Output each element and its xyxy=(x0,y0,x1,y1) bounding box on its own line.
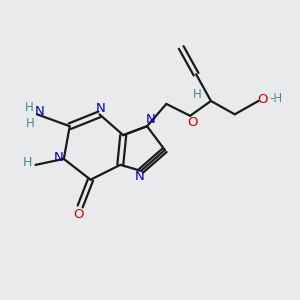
Text: H: H xyxy=(26,117,35,130)
Text: O: O xyxy=(187,116,198,129)
Text: N: N xyxy=(135,170,145,183)
Text: O: O xyxy=(258,93,268,106)
Text: H: H xyxy=(193,88,202,101)
Text: N: N xyxy=(35,105,45,118)
Text: N: N xyxy=(96,103,106,116)
Text: N: N xyxy=(146,113,155,126)
Text: N: N xyxy=(54,151,63,164)
Text: -H: -H xyxy=(269,92,282,105)
Text: H: H xyxy=(22,156,32,169)
Text: H: H xyxy=(25,101,34,114)
Text: O: O xyxy=(74,208,84,221)
